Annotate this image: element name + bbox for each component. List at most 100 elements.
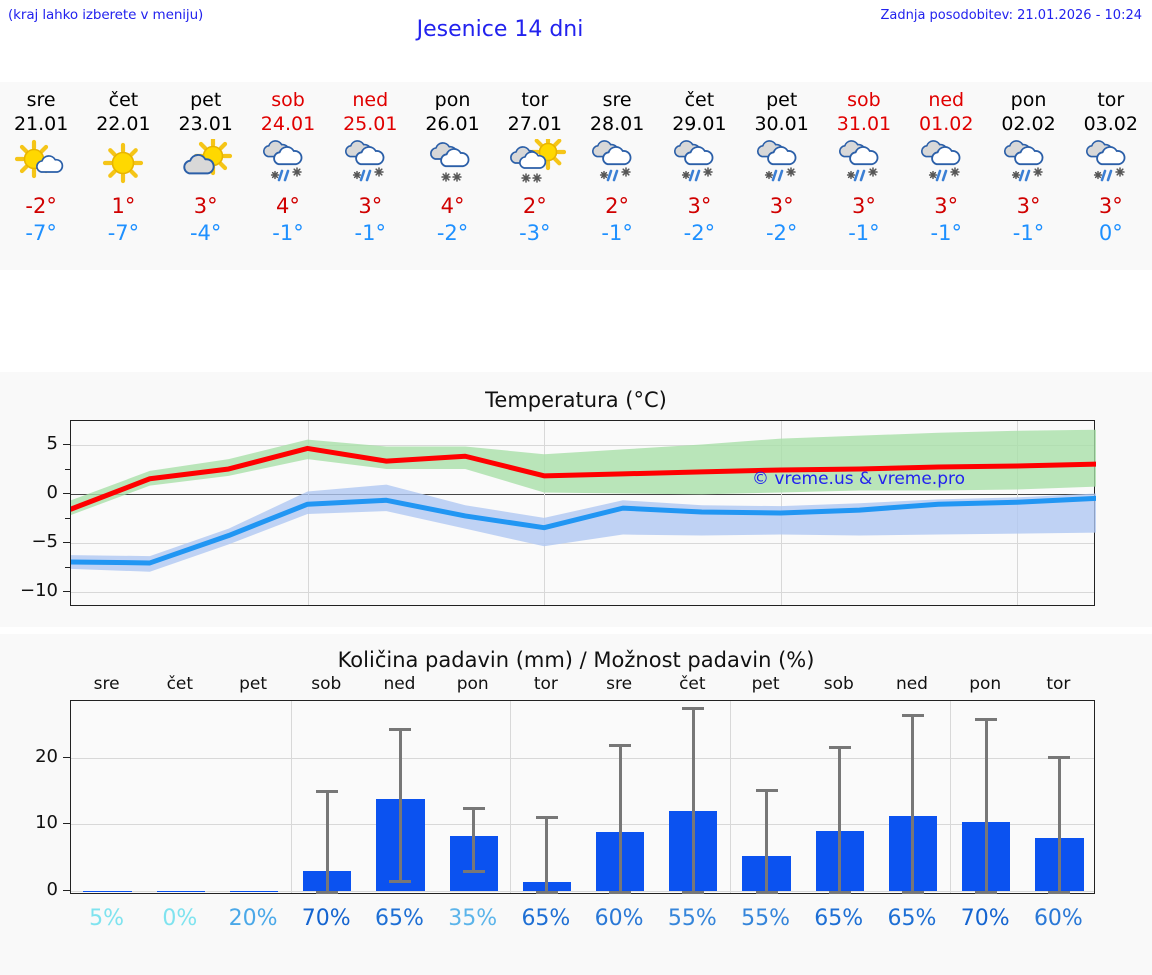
y-tick-label: 0 — [46, 879, 58, 900]
temp-max: 3° — [193, 194, 218, 218]
error-bar-line — [911, 714, 915, 891]
error-bar-cap-bottom — [462, 869, 485, 873]
gridline — [71, 494, 1094, 496]
error-bar-cap-bottom — [682, 891, 705, 894]
day-of-week: pon — [434, 89, 471, 111]
day-date: 31.01 — [836, 113, 892, 135]
day-date: 03.02 — [1083, 113, 1138, 135]
error-bar-cap-top — [1048, 756, 1071, 760]
sun-cloud-icon — [175, 138, 237, 190]
gridline — [71, 592, 1094, 594]
axis-tick — [63, 823, 70, 825]
sun-small-cloud-icon — [10, 138, 72, 190]
precipitation-bar[interactable] — [83, 891, 132, 892]
temp-max: 2° — [605, 194, 630, 218]
y-tick-label: −5 — [31, 531, 58, 553]
temp-min: -1° — [848, 221, 880, 245]
temperature-plot-area — [70, 420, 1096, 606]
x-tick-label: tor — [533, 674, 558, 694]
temp-max: 3° — [852, 194, 876, 218]
temperature-chart-title: Temperatura (°C) — [485, 388, 667, 412]
day-date: 29.01 — [672, 113, 727, 135]
precipitation-probability: 35% — [448, 906, 498, 931]
error-bar-line — [545, 815, 549, 891]
precipitation-probability: 20% — [228, 906, 278, 931]
x-tick-label: sob — [311, 674, 342, 694]
cloud-rain-snow-icon — [339, 138, 401, 190]
error-bar-cap-top — [316, 789, 339, 793]
day-column[interactable]: čet 29.01 3° -2° — [658, 82, 740, 270]
page-title: Jesenice 14 dni — [416, 17, 584, 42]
axis-minor-tick — [65, 468, 70, 470]
gridline — [71, 891, 1094, 892]
temperature-chart-panel: Temperatura (°C) 5 0 −5 −10 © vreme.us & vr… — [0, 372, 1152, 627]
daily-forecast-strip: sre 21.01 -2° -7° čet 22.01 1° -7° pet 23.01 3° -… — [0, 82, 1152, 270]
x-tick-label: sre — [606, 674, 633, 694]
temp-max: 3° — [769, 194, 794, 218]
error-bar-cap-top — [975, 717, 998, 721]
error-bar-cap-bottom — [535, 891, 558, 894]
temp-max: 3° — [1098, 194, 1123, 218]
error-bar-cap-top — [682, 707, 705, 710]
x-tick-label: ned — [383, 674, 416, 694]
precipitation-bar[interactable] — [156, 891, 205, 892]
temp-min: -1° — [354, 221, 386, 245]
x-tick-label: tor — [1046, 674, 1071, 694]
day-of-week: pet — [190, 89, 222, 111]
precipitation-chart-panel: Količina padavin (mm) / Možnost padavin … — [0, 634, 1152, 975]
day-column[interactable]: tor 27.01 2° -3° — [494, 82, 576, 270]
temp-max: 2° — [522, 194, 547, 218]
day-of-week: pon — [1010, 89, 1047, 111]
gridline — [71, 543, 1094, 545]
day-date: 24.01 — [260, 113, 316, 135]
error-bar-cap-bottom — [975, 891, 998, 894]
day-date: 22.01 — [96, 113, 151, 135]
error-bar-cap-bottom — [316, 891, 339, 894]
day-of-week: sre — [602, 89, 632, 111]
error-bar-line — [325, 789, 329, 891]
day-column[interactable]: čet 22.01 1° -7° — [82, 82, 164, 270]
error-bar-cap-top — [755, 789, 778, 792]
x-tick-label: pet — [239, 674, 267, 694]
temp-min: -1° — [1012, 221, 1045, 245]
error-bar-cap-bottom — [609, 891, 632, 894]
day-column[interactable]: pet 30.01 3° -2° — [741, 82, 823, 270]
day-column[interactable]: sre 28.01 2° -1° — [576, 82, 658, 270]
x-tick-label: pon — [969, 674, 1002, 694]
axis-tick — [63, 591, 70, 593]
day-column[interactable]: sob 31.01 3° -1° — [823, 82, 905, 270]
day-column[interactable]: ned 01.02 3° -1° — [905, 82, 987, 270]
day-column[interactable]: pon 02.02 3° -1° — [987, 82, 1069, 270]
vertical-gridline — [510, 701, 512, 893]
precipitation-bar[interactable] — [229, 891, 279, 892]
error-bar-line — [838, 745, 842, 891]
day-of-week: čet — [108, 89, 139, 111]
error-bar-line — [1057, 756, 1061, 891]
day-column[interactable]: sob 24.01 4° -1° — [247, 82, 329, 270]
day-date: 30.01 — [754, 113, 809, 135]
vertical-gridline — [544, 421, 546, 605]
error-bar-cap-bottom — [755, 891, 778, 894]
day-of-week: tor — [1097, 89, 1125, 111]
x-tick-label: pon — [456, 674, 489, 694]
day-column[interactable]: sre 21.01 -2° -7° — [0, 82, 82, 270]
precipitation-probability: 65% — [887, 906, 937, 931]
day-column[interactable]: ned 25.01 3° -1° — [329, 82, 411, 270]
temp-min: 0° — [1098, 221, 1123, 245]
temp-max: 4° — [276, 194, 300, 218]
x-tick-label: čet — [166, 674, 194, 694]
day-column[interactable]: pet 23.01 3° -4° — [165, 82, 247, 270]
x-tick-label: pet — [751, 674, 780, 694]
cloud-snow-icon — [422, 138, 484, 190]
precipitation-plot-area — [70, 700, 1095, 894]
cloud-rain-snow-icon — [1080, 138, 1142, 190]
day-column[interactable]: tor 03.02 3° 0° — [1070, 82, 1152, 270]
error-bar-line — [618, 743, 622, 891]
error-bar-cap-bottom — [901, 891, 924, 894]
day-date: 23.01 — [178, 113, 233, 135]
day-column[interactable]: pon 26.01 4° -2° — [411, 82, 493, 270]
watermark: © vreme.us & vreme.pro — [752, 469, 966, 489]
cloud-rain-snow-icon — [257, 138, 319, 190]
y-tick-label: 10 — [35, 812, 58, 834]
error-bar-line — [398, 727, 402, 881]
